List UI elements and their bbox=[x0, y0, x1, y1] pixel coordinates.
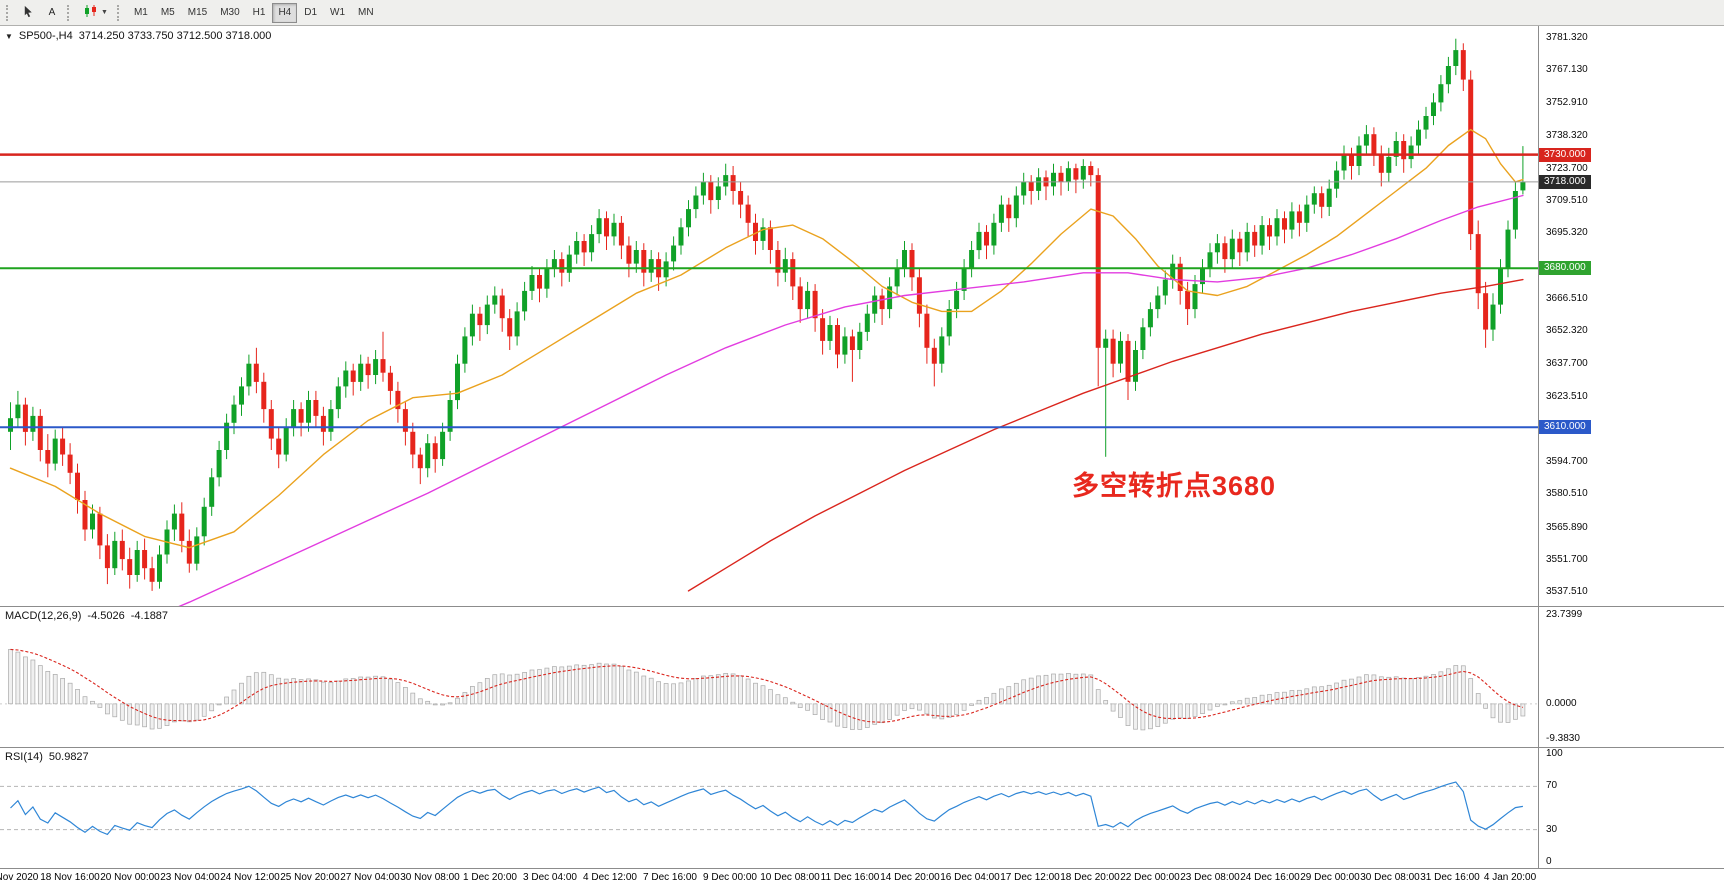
macd-plot[interactable] bbox=[0, 607, 1538, 747]
price-tick: 3666.510 bbox=[1546, 293, 1588, 304]
price-tick: 3781.320 bbox=[1546, 32, 1588, 43]
toolbar-grip[interactable] bbox=[6, 4, 11, 21]
price-tick: 3594.700 bbox=[1546, 456, 1588, 467]
time-label: 18 Nov 16:00 bbox=[40, 872, 100, 883]
chevron-down-icon: ▼ bbox=[101, 9, 108, 16]
time-label: 31 Dec 16:00 bbox=[1420, 872, 1480, 883]
time-label: 17 Nov 2020 bbox=[0, 872, 39, 883]
time-label: 4 Dec 12:00 bbox=[583, 872, 637, 883]
price-badge: 3680.000 bbox=[1539, 261, 1591, 275]
time-label: 14 Dec 20:00 bbox=[880, 872, 940, 883]
indicators-button[interactable]: ▼ bbox=[78, 3, 113, 23]
macd-value-main: -4.5026 bbox=[87, 610, 125, 622]
toolbar-grip[interactable] bbox=[67, 4, 72, 21]
rsi-value: 50.9827 bbox=[48, 751, 89, 763]
cursor-tool-button[interactable] bbox=[17, 3, 40, 23]
price-tick: 3652.320 bbox=[1546, 325, 1588, 336]
text-tool-label: A bbox=[48, 7, 56, 18]
macd-value-signal: -4.1887 bbox=[130, 610, 169, 622]
one-click-trading-icon[interactable]: ▼ bbox=[5, 31, 13, 41]
time-label: 25 Nov 20:00 bbox=[280, 872, 340, 883]
timeframe-m5-button[interactable]: M5 bbox=[155, 3, 181, 23]
macd-panel: MACD(12,26,9) -4.5026 -4.1887 23.7399 0.0… bbox=[0, 607, 1724, 748]
rsi-axis[interactable]: 100 70 30 0 bbox=[1538, 748, 1724, 868]
timeframe-mn-button[interactable]: MN bbox=[352, 3, 380, 23]
time-label: 22 Dec 00:00 bbox=[1120, 872, 1180, 883]
macd-tick: 23.7399 bbox=[1546, 609, 1583, 620]
rsi-tick: 30 bbox=[1546, 824, 1558, 835]
price-tick: 3580.510 bbox=[1546, 488, 1588, 499]
time-label: 11 Dec 16:00 bbox=[820, 872, 880, 883]
price-tick: 3565.890 bbox=[1546, 522, 1588, 533]
time-label: 20 Nov 00:00 bbox=[100, 872, 160, 883]
time-label: 23 Nov 04:00 bbox=[160, 872, 220, 883]
timeframe-m30-button[interactable]: M30 bbox=[214, 3, 245, 23]
price-tick: 3723.700 bbox=[1546, 163, 1588, 174]
candlestick-plot[interactable] bbox=[0, 26, 1538, 606]
chart-ohlc-values: 3714.250 3733.750 3712.500 3718.000 bbox=[78, 30, 272, 42]
price-tick: 3551.700 bbox=[1546, 554, 1588, 565]
timeframe-h1-button[interactable]: H1 bbox=[247, 3, 272, 23]
chart-title: ▼ SP500-,H4 3714.250 3733.750 3712.500 3… bbox=[5, 30, 271, 42]
rsi-tick: 70 bbox=[1546, 780, 1558, 791]
time-label: 30 Nov 08:00 bbox=[400, 872, 460, 883]
macd-tick: -9.3830 bbox=[1546, 733, 1580, 744]
time-label: 4 Jan 20:00 bbox=[1483, 872, 1537, 883]
toolbar: A ▼ M1 M5 M15 M30 H1 H4 D1 W1 MN bbox=[0, 0, 1724, 26]
price-badge: 3610.000 bbox=[1539, 420, 1591, 434]
time-label: 23 Dec 08:00 bbox=[1180, 872, 1240, 883]
time-label: 1 Dec 20:00 bbox=[463, 872, 517, 883]
time-label: 9 Dec 00:00 bbox=[703, 872, 757, 883]
rsi-indicator-name: RSI(14) bbox=[5, 751, 43, 763]
time-label: 17 Dec 12:00 bbox=[1000, 872, 1060, 883]
price-tick: 3623.510 bbox=[1546, 391, 1588, 402]
timeframe-m1-button[interactable]: M1 bbox=[128, 3, 154, 23]
time-label: 30 Dec 08:00 bbox=[1360, 872, 1420, 883]
timeframe-h4-button[interactable]: H4 bbox=[272, 2, 298, 23]
price-axis[interactable]: 3781.320 3767.130 3752.910 3738.320 3723.700… bbox=[1538, 26, 1724, 606]
rsi-label: RSI(14) 50.9827 bbox=[5, 751, 89, 763]
chart-annotation: 多空转折点3680 bbox=[1072, 471, 1277, 501]
cursor-icon bbox=[22, 5, 35, 21]
time-label: 24 Nov 12:00 bbox=[220, 872, 280, 883]
macd-indicator-name: MACD(12,26,9) bbox=[5, 610, 82, 622]
time-label: 7 Dec 16:00 bbox=[643, 872, 697, 883]
macd-axis[interactable]: 23.7399 0.0000 -9.3830 bbox=[1538, 607, 1724, 747]
price-tick: 3637.700 bbox=[1546, 358, 1588, 369]
rsi-panel: RSI(14) 50.9827 100 70 30 0 bbox=[0, 748, 1724, 869]
price-tick: 3767.130 bbox=[1546, 64, 1588, 75]
price-badge: 3718.000 bbox=[1539, 175, 1591, 189]
text-tool-button[interactable]: A bbox=[41, 3, 63, 23]
time-label: 24 Dec 16:00 bbox=[1240, 872, 1300, 883]
time-label: 3 Dec 04:00 bbox=[523, 872, 577, 883]
toolbar-grip[interactable] bbox=[116, 4, 122, 21]
price-tick: 3738.320 bbox=[1546, 130, 1588, 141]
rsi-tick: 100 bbox=[1546, 748, 1563, 759]
price-tick: 3537.510 bbox=[1546, 586, 1588, 597]
timeframe-m15-button[interactable]: M15 bbox=[182, 3, 213, 23]
timeframe-d1-button[interactable]: D1 bbox=[298, 3, 323, 23]
time-label: 10 Dec 08:00 bbox=[760, 872, 820, 883]
chart-symbol-timeframe: SP500-,H4 bbox=[18, 30, 73, 42]
time-label: 18 Dec 20:00 bbox=[1060, 872, 1120, 883]
candlestick-icon bbox=[83, 4, 99, 21]
price-tick: 3752.910 bbox=[1546, 97, 1588, 108]
macd-label: MACD(12,26,9) -4.5026 -4.1887 bbox=[5, 610, 168, 622]
time-label: 16 Dec 04:00 bbox=[940, 872, 1000, 883]
rsi-plot[interactable] bbox=[0, 748, 1538, 868]
timeframe-w1-button[interactable]: W1 bbox=[324, 3, 351, 23]
macd-tick: 0.0000 bbox=[1546, 698, 1577, 709]
rsi-tick: 0 bbox=[1546, 856, 1552, 867]
price-tick: 3709.510 bbox=[1546, 195, 1588, 206]
timeframe-group: M1 M5 M15 M30 H1 H4 D1 W1 MN bbox=[128, 2, 380, 23]
price-badge: 3730.000 bbox=[1539, 148, 1591, 162]
main-chart-panel: ▼ SP500-,H4 3714.250 3733.750 3712.500 3… bbox=[0, 26, 1724, 607]
time-label: 27 Nov 04:00 bbox=[340, 872, 400, 883]
price-tick: 3695.320 bbox=[1546, 227, 1588, 238]
time-label: 29 Dec 00:00 bbox=[1300, 872, 1360, 883]
